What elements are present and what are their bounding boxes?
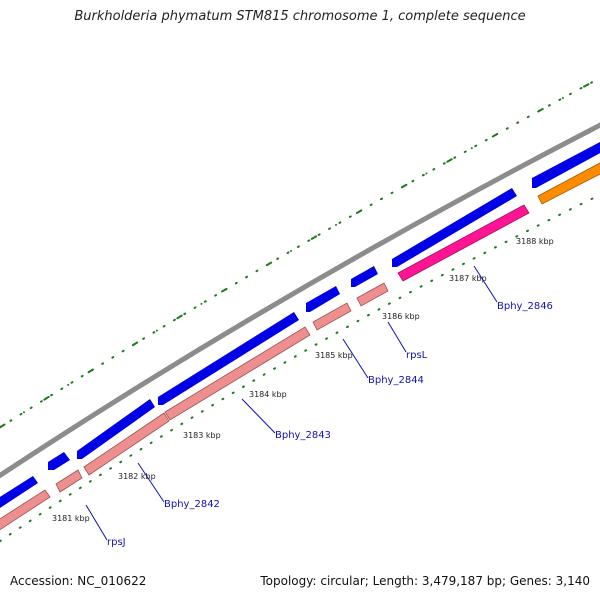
ruler-labels: 3181 kbp 3182 kbp 3183 kbp 3184 kbp 3185… bbox=[52, 237, 554, 523]
inner-tick-row bbox=[0, 193, 600, 543]
genome-summary: Topology: circular; Length: 3,479,187 bp… bbox=[260, 574, 590, 588]
forward-strand-genes bbox=[0, 142, 600, 508]
gene-label: Bphy_2842 bbox=[164, 499, 220, 510]
highlight-gene bbox=[397, 204, 530, 282]
chromosome-backbone bbox=[0, 122, 600, 479]
gene-label: Bphy_2843 bbox=[275, 430, 331, 441]
reverse-strand-genes bbox=[0, 162, 600, 531]
ruler-tick-label: 3184 kbp bbox=[249, 390, 287, 399]
ruler-tick-label: 3186 kbp bbox=[382, 312, 420, 321]
ruler-tick-label: 3181 kbp bbox=[52, 514, 90, 523]
orange-gene bbox=[537, 162, 600, 205]
ruler-tick-label: 3185 kbp bbox=[315, 351, 353, 360]
accession-text: Accession: NC_010622 bbox=[10, 574, 147, 588]
ruler-tick-label: 3182 kbp bbox=[118, 472, 156, 481]
ruler-tick-label: 3187 kbp bbox=[449, 274, 487, 283]
map-title: Burkholderia phymatum STM815 chromosome … bbox=[74, 9, 526, 24]
label-leaders bbox=[85, 265, 498, 541]
ruler-tick-label: 3188 kbp bbox=[516, 237, 554, 246]
outer-tick-row bbox=[0, 77, 600, 429]
outer-major-ticks bbox=[0, 77, 600, 429]
gene-label: Bphy_2846 bbox=[497, 301, 553, 312]
gene-labels: rpsJ Bphy_2842 Bphy_2843 Bphy_2844 rpsL … bbox=[107, 301, 553, 548]
ruler-tick-label: 3183 kbp bbox=[183, 431, 221, 440]
gene-label: rpsJ bbox=[107, 537, 126, 548]
gene-label: rpsL bbox=[406, 350, 428, 361]
gene-label: Bphy_2844 bbox=[368, 375, 424, 386]
